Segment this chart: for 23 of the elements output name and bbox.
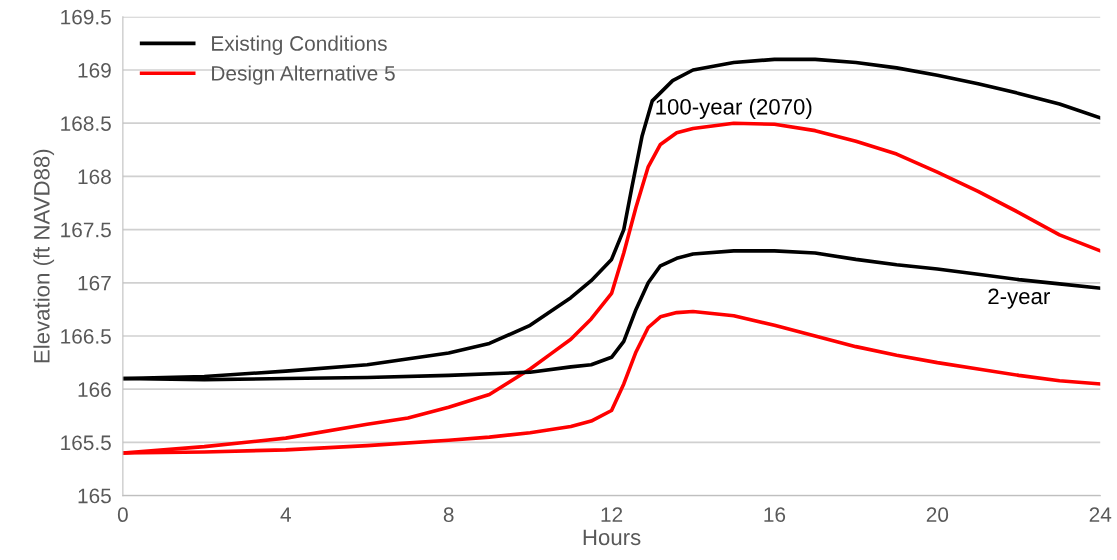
y-tick-label: 166 [78,382,111,397]
y-tick-label: 168 [78,169,111,185]
x-tick-label: 4 [280,507,291,522]
x-tick-label: 20 [926,507,949,523]
legend-label: Design Alternative 5 [212,65,395,85]
annotation: 100-year (2070) [656,98,812,120]
x-axis-title: Hours [583,529,641,546]
y-tick-label: 166.5 [61,329,111,344]
x-tick-label: 8 [443,507,454,523]
annotation: 2-year [988,288,1050,309]
legend-label: Existing Conditions [212,35,387,55]
y-axis-title: Elevation (ft NAVD88) [33,149,55,363]
x-tick-label: 0 [117,507,128,523]
x-tick-label: 24 [1089,507,1112,522]
y-tick-label: 169.5 [61,9,111,25]
x-tick-label: 16 [764,507,786,523]
y-tick-label: 165 [78,488,111,504]
y-tick-label: 168.5 [61,116,111,131]
y-tick-label: 165.5 [61,435,111,451]
y-tick-label: 169 [78,63,111,78]
y-tick-label: 167.5 [61,222,111,238]
y-tick-label: 167 [78,275,111,291]
x-tick-label: 12 [601,507,623,522]
